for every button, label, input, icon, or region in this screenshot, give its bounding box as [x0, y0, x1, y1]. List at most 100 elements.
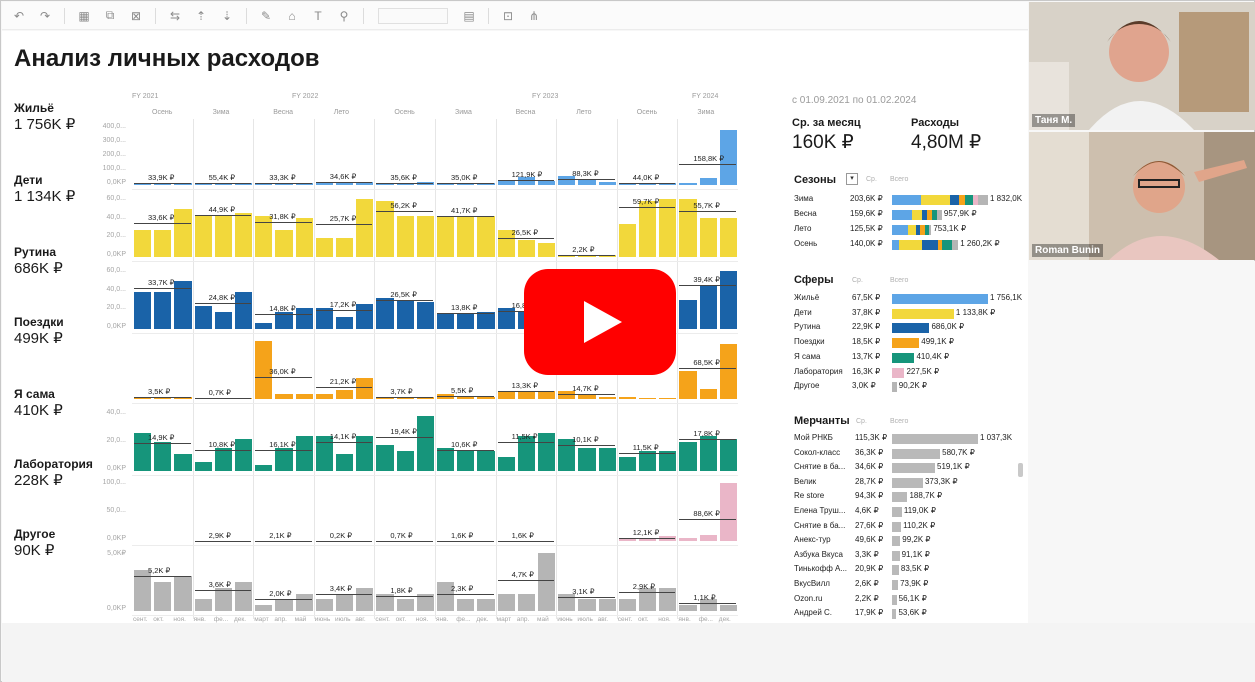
category-total: 410K ₽ — [14, 402, 63, 419]
undo-icon[interactable]: ↶ — [13, 8, 25, 23]
bar — [275, 394, 293, 399]
swap-icon[interactable]: ⇆ — [169, 8, 181, 23]
season-average-line — [255, 376, 312, 378]
bar — [275, 182, 293, 185]
bar — [477, 450, 495, 471]
row-bar[interactable] — [892, 580, 899, 590]
row-bar[interactable] — [892, 382, 897, 393]
row-bar[interactable] — [892, 565, 899, 576]
video-tile-participant-1[interactable]: Таня М. — [1029, 2, 1255, 130]
row-total: 227,5K ₽ — [906, 366, 940, 376]
bar — [416, 216, 434, 257]
row-bar[interactable] — [892, 492, 908, 503]
video-tile-participant-2[interactable]: Roman Bunin — [1029, 132, 1255, 260]
row-bar[interactable] — [892, 367, 905, 378]
bar — [437, 582, 455, 611]
bar — [174, 280, 192, 329]
merchants-scrollbar[interactable] — [1018, 463, 1023, 477]
season-label: Зима — [697, 109, 715, 116]
month-label: янв. — [193, 616, 206, 623]
merchants-col-total: Всего — [890, 418, 909, 425]
bar — [578, 447, 596, 471]
category-name: Жильё — [14, 101, 54, 115]
row-bar[interactable] — [892, 448, 941, 459]
row-total: 73,9K ₽ — [900, 579, 929, 588]
season-average-label: 14,9K ₽ — [148, 432, 175, 442]
bar — [356, 199, 374, 257]
bar — [315, 237, 333, 257]
row-bar[interactable] — [892, 434, 978, 444]
row-bar[interactable] — [892, 323, 930, 334]
datasource-icon[interactable]: ▦ — [78, 8, 90, 23]
row-total: 188,7K ₽ — [909, 491, 943, 501]
row-bar[interactable] — [892, 609, 897, 620]
row-bar[interactable] — [892, 338, 920, 349]
share-icon[interactable]: ⋔ — [528, 8, 540, 23]
fit-dropdown[interactable] — [378, 7, 448, 24]
show-cards-icon[interactable]: ▤ — [463, 8, 475, 23]
redo-icon[interactable]: ↷ — [39, 8, 51, 23]
season-average-line — [194, 303, 252, 305]
season-average-label: 2,2K ₽ — [572, 245, 595, 255]
bar — [699, 218, 717, 257]
season-average-line — [315, 309, 373, 311]
pin-icon[interactable]: ⚲ — [339, 8, 349, 23]
row-bar[interactable] — [892, 477, 923, 488]
bar — [396, 450, 414, 471]
row-total: 83,5K ₽ — [900, 564, 930, 574]
row-bar[interactable] — [892, 210, 942, 220]
season-average-line — [497, 390, 555, 392]
row-bar[interactable] — [892, 536, 901, 547]
category-total: 1 134K ₽ — [14, 188, 76, 205]
bar — [679, 300, 697, 329]
axis-tick-label: 0,0KP — [106, 605, 126, 612]
season-average-label: 10,6K ₽ — [451, 439, 478, 449]
bar — [315, 599, 333, 611]
presentation-icon[interactable]: ⊡ — [502, 8, 514, 23]
season-label: Осень — [394, 109, 415, 116]
bar — [618, 396, 636, 399]
row-bar[interactable] — [892, 352, 915, 363]
bar — [315, 182, 333, 185]
sort-asc-icon[interactable]: ⇡ — [195, 8, 207, 23]
season-average-line — [194, 589, 252, 591]
bar — [396, 599, 414, 611]
row-bar[interactable] — [892, 195, 988, 205]
bar-segment — [919, 225, 926, 235]
season-average-label: 3,7K ₽ — [390, 386, 413, 396]
bar-segment — [964, 195, 973, 205]
duplicate-icon[interactable]: ⧉ — [105, 8, 115, 22]
sort-desc-icon[interactable]: ⇣ — [221, 8, 233, 23]
season-average-label: 44,9K ₽ — [208, 205, 236, 215]
row-bar[interactable] — [892, 521, 902, 532]
season-average-label: 25,7K ₽ — [329, 214, 357, 224]
row-total: 1 832,0K — [990, 194, 1023, 203]
row-bar[interactable] — [892, 240, 959, 250]
season-average-line — [376, 182, 433, 184]
highlight-icon[interactable]: ✎ — [260, 8, 272, 23]
label-icon[interactable]: T — [314, 8, 322, 23]
season-average-label: 10,8K ₽ — [208, 439, 236, 449]
group-icon[interactable]: ⌂ — [288, 8, 296, 23]
row-bar[interactable] — [892, 308, 954, 319]
participant-2-name: Roman Bunin — [1032, 244, 1103, 257]
month-label: авг. — [355, 616, 366, 623]
row-bar[interactable] — [892, 463, 935, 474]
bar — [235, 582, 253, 611]
axis-tick-label: 60,0... — [106, 267, 126, 274]
youtube-play-button[interactable] — [524, 269, 676, 375]
row-total: 1 037,3K — [980, 433, 1013, 442]
clear-icon[interactable]: ⊠ — [130, 8, 142, 23]
spheres-col-total: Всего — [890, 277, 909, 284]
bar — [538, 433, 556, 471]
row-bar[interactable] — [892, 594, 897, 605]
bar — [578, 599, 596, 611]
row-bar[interactable] — [892, 507, 902, 517]
seasons-sort-dropdown[interactable]: ▾ — [846, 173, 858, 185]
row-bar[interactable] — [892, 225, 932, 235]
bar-segment — [925, 225, 930, 235]
row-bar[interactable] — [892, 550, 900, 561]
row-bar[interactable] — [892, 294, 988, 304]
bar — [356, 303, 374, 329]
axis-tick-label: 0,0KP — [106, 251, 126, 258]
